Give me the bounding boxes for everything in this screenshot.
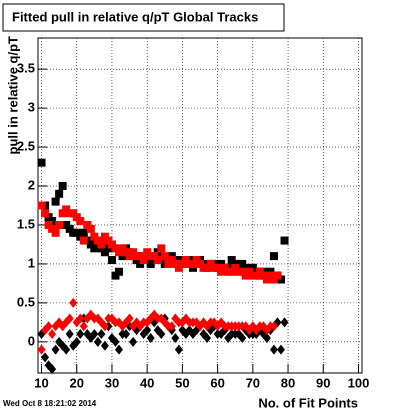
x-tick-label: 10: [34, 375, 48, 390]
y-tick-label: 1.5: [17, 216, 35, 231]
diamond-marker: [100, 321, 109, 332]
x-tick-label: 20: [70, 375, 84, 390]
diamond-marker: [48, 329, 57, 340]
x-axis-title: No. of Fit Points: [258, 395, 358, 410]
square-marker: [79, 228, 88, 237]
square-marker: [160, 252, 169, 261]
square-marker: [37, 158, 46, 167]
x-tick-label: 100: [348, 375, 370, 390]
diamond-marker: [90, 329, 99, 340]
x-tick-label: 50: [175, 375, 189, 390]
diamond-marker: [48, 364, 57, 375]
diamond-marker: [277, 344, 285, 355]
square-marker: [146, 259, 155, 268]
square-marker: [51, 197, 60, 206]
y-tick-label: 2.5: [17, 139, 35, 154]
y-tick-label: 3.5: [17, 61, 35, 76]
diamond-marker: [269, 321, 278, 332]
diamond-marker: [125, 313, 134, 324]
square-marker: [115, 267, 123, 276]
square-marker: [41, 209, 50, 218]
diamond-marker: [65, 313, 74, 324]
diamond-marker: [72, 336, 81, 347]
square-marker: [86, 224, 95, 233]
diamond-marker: [280, 317, 289, 328]
diamond-marker: [76, 313, 85, 324]
diamond-marker: [238, 332, 247, 343]
diamond-marker: [174, 344, 183, 355]
y-axis-title: pull in relative q/pT: [5, 36, 20, 155]
x-tick-label: 90: [316, 375, 330, 390]
x-tick-label: 40: [140, 375, 154, 390]
diamond-marker: [79, 321, 88, 332]
diamond-marker: [97, 329, 106, 340]
square-marker: [269, 252, 278, 261]
diamond-marker: [62, 344, 71, 355]
diamond-marker: [65, 329, 74, 340]
square-marker: [58, 182, 67, 191]
x-tick-label: 70: [246, 375, 260, 390]
diamond-marker: [51, 344, 60, 355]
diamond-marker: [143, 325, 152, 336]
diamond-marker: [167, 321, 176, 332]
square-marker: [97, 240, 106, 249]
square-marker: [51, 228, 60, 237]
diamond-marker: [58, 321, 67, 332]
square-marker: [157, 244, 166, 253]
square-marker: [55, 189, 64, 198]
y-tick-label: 1: [28, 255, 35, 270]
diamond-marker: [203, 332, 212, 343]
timestamp: Wed Oct 8 18:21:02 2014: [3, 399, 97, 408]
diamond-marker: [111, 336, 120, 347]
diamond-marker: [146, 332, 155, 343]
square-marker: [37, 201, 46, 210]
square-marker: [273, 271, 282, 280]
square-marker: [153, 256, 162, 265]
y-tick-label: 0: [28, 333, 35, 348]
diamond-marker: [269, 344, 278, 355]
square-marker: [139, 256, 148, 265]
x-tick-label: 60: [210, 375, 224, 390]
chart-title: Fitted pull in relative q/pT Global Trac…: [12, 9, 258, 24]
square-marker: [55, 220, 64, 229]
diamond-marker: [93, 336, 102, 347]
square-marker: [107, 256, 116, 265]
diamond-marker: [37, 344, 46, 355]
y-tick-label: 0.5: [17, 294, 35, 309]
diamond-marker: [122, 329, 131, 340]
square-marker: [79, 236, 88, 245]
square-marker: [76, 217, 85, 226]
diamond-marker: [100, 340, 109, 351]
x-tick-label: 30: [105, 375, 119, 390]
diamond-marker: [69, 297, 78, 308]
square-marker: [90, 244, 99, 253]
diamond-marker: [58, 340, 67, 351]
x-tick-label: 80: [281, 375, 295, 390]
diamond-marker: [171, 332, 180, 343]
y-tick-label: 3: [28, 100, 35, 115]
y-tick-label: 2: [28, 177, 35, 192]
title-box: [2, 3, 285, 32]
diamond-marker: [44, 321, 53, 332]
diamond-marker: [262, 332, 271, 343]
square-marker: [280, 236, 289, 245]
diamond-marker: [129, 336, 138, 347]
diamond-marker: [115, 344, 123, 355]
diamond-marker: [41, 352, 50, 363]
diamond-marker: [157, 329, 166, 340]
diamond-marker: [76, 329, 85, 340]
